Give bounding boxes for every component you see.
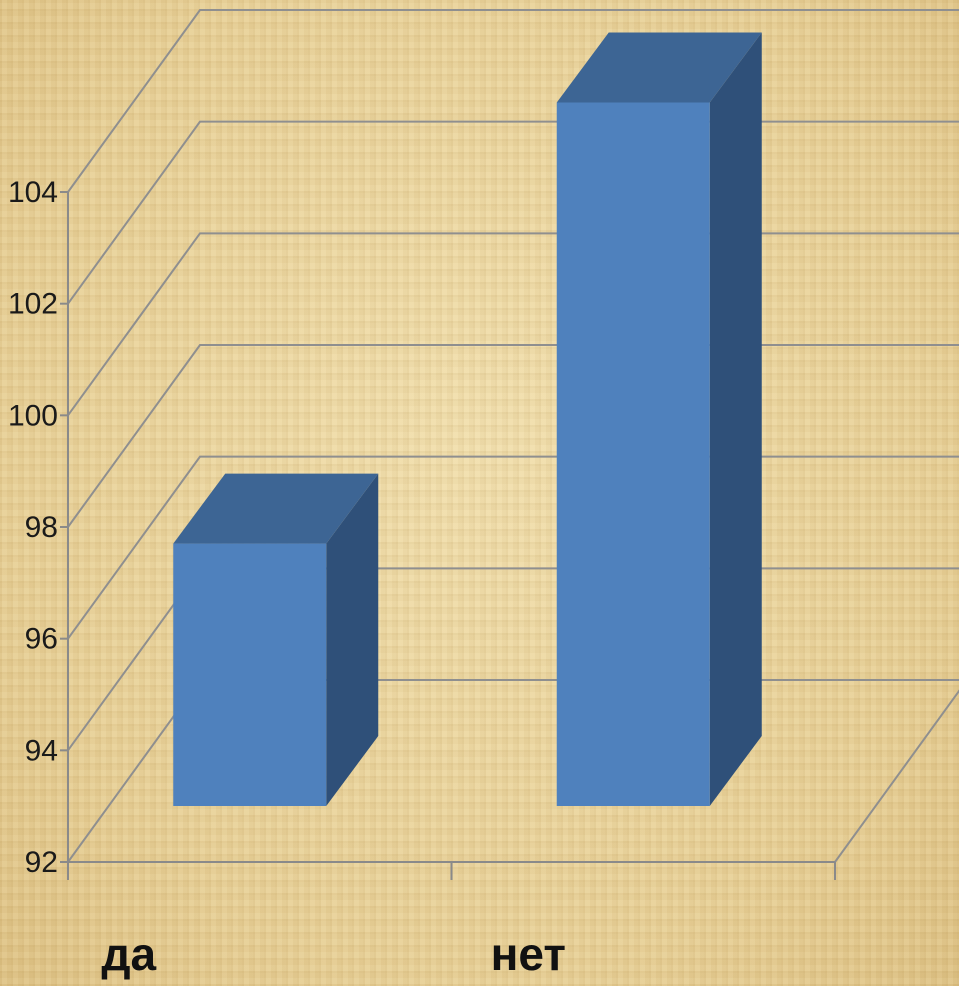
bar-top-да	[173, 473, 379, 544]
bar-side-нет	[709, 32, 762, 806]
y-tick-label-92: 92	[25, 846, 58, 879]
x-category-label-да: да	[101, 928, 156, 980]
x-category-label-нет: нет	[491, 928, 566, 980]
y-tick-label-104: 104	[8, 176, 58, 209]
grid-layer	[67, 9, 959, 863]
bar-front-да	[173, 543, 327, 806]
gridline-104	[67, 9, 959, 193]
gridline-102	[67, 120, 959, 305]
floor-right-edge	[834, 689, 959, 863]
y-tick-label-98: 98	[25, 511, 58, 544]
bar-side-да	[326, 473, 379, 806]
gridline-100	[67, 232, 959, 416]
label-layer: 92 94 96 98 100 102 104 да нет	[8, 176, 566, 980]
bar-нет	[556, 32, 762, 806]
y-tick-label-102: 102	[8, 288, 58, 321]
bar-top-нет	[556, 32, 762, 103]
bar-layer	[173, 32, 762, 806]
y-tick-label-100: 100	[8, 399, 58, 432]
bar-да	[173, 473, 379, 806]
y-tick-label-94: 94	[25, 734, 58, 767]
y-tick-label-96: 96	[25, 623, 58, 656]
axis-layer	[60, 191, 836, 880]
gridline-98	[67, 344, 959, 528]
bar-front-нет	[556, 102, 710, 806]
